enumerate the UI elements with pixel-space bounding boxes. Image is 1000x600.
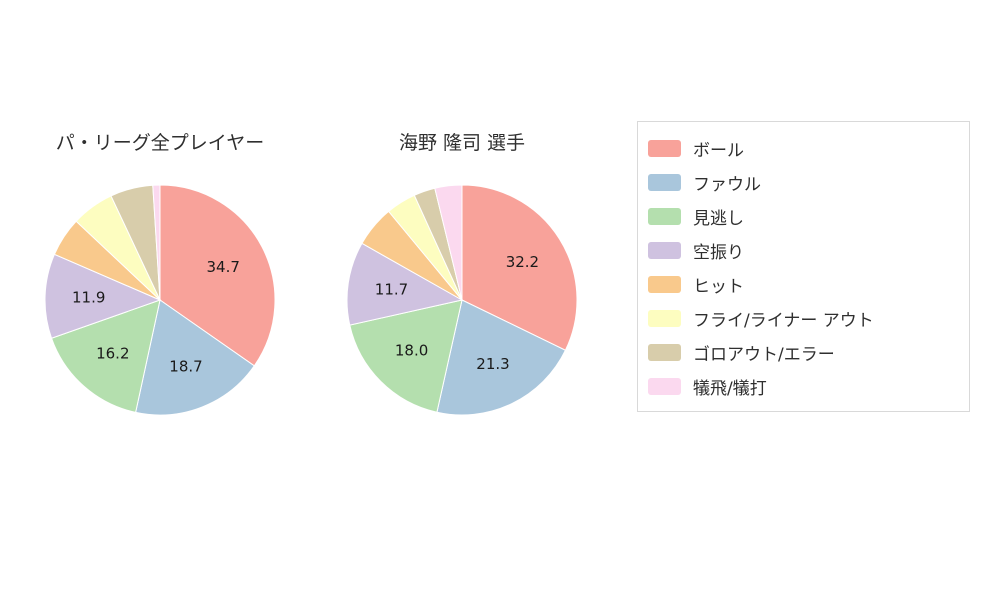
legend-item-called-strike: 見逃し	[638, 199, 969, 233]
legend-item-hit: ヒット	[638, 267, 969, 301]
pie-slice-value-label: 34.7	[206, 258, 239, 276]
pie-slice-value-label: 11.9	[72, 289, 105, 307]
legend-swatch-sacrifice	[648, 377, 681, 395]
legend-swatch-swinging-miss	[648, 241, 681, 259]
legend-item-ground-out-error: ゴロアウト/エラー	[638, 335, 969, 369]
legend-item-swinging-miss: 空振り	[638, 233, 969, 267]
pie-slice	[152, 184, 161, 301]
pie-slice	[349, 299, 463, 413]
legend-swatch-ball	[648, 139, 681, 157]
legend-label: ファウル	[693, 174, 761, 195]
pie-slice-value-label: 18.0	[395, 341, 428, 359]
legend-label: ヒット	[693, 276, 744, 297]
legend-label: 犠飛/犠打	[693, 378, 767, 399]
pie-slice-value-label: 11.7	[375, 281, 408, 299]
legend-label: フライ/ライナー アウト	[693, 310, 874, 331]
chart-title-right: 海野 隆司 選手	[398, 132, 526, 154]
pie-slice	[346, 242, 464, 326]
legend: ボール ファウル 見逃し 空振り ヒット フライ/ライナー アウト ゴロアウト/…	[637, 121, 970, 412]
pie-slice-value-label: 21.3	[476, 355, 509, 373]
legend-swatch-foul	[648, 173, 681, 191]
pie-slice	[135, 299, 255, 416]
legend-item-sacrifice: 犠飛/犠打	[638, 369, 969, 403]
legend-label: ゴロアウト/エラー	[693, 344, 835, 365]
legend-label: ボール	[693, 140, 744, 161]
legend-label: 見逃し	[693, 208, 744, 229]
legend-swatch-hit	[648, 275, 681, 293]
pie-slice-value-label: 18.7	[169, 357, 202, 375]
pie-chart-left: 34.7 18.7 16.2 11.9	[44, 184, 276, 416]
legend-swatch-fly-liner-out	[648, 309, 681, 327]
pie-slice	[50, 299, 161, 413]
pie-slice	[159, 184, 276, 367]
pie-chart-right: 32.2 21.3 18.0 11.7	[346, 184, 578, 416]
legend-item-fly-liner-out: フライ/ライナー アウト	[638, 301, 969, 335]
legend-item-foul: ファウル	[638, 165, 969, 199]
chart-title-left: パ・リーグ全プレイヤー	[55, 132, 265, 154]
legend-label: 空振り	[693, 242, 744, 263]
pie-slice-value-label: 16.2	[96, 345, 129, 363]
legend-item-ball: ボール	[638, 131, 969, 165]
legend-swatch-called-strike	[648, 207, 681, 225]
pie-slice	[434, 184, 463, 301]
legend-swatch-ground-out-error	[648, 343, 681, 361]
pie-slice	[436, 299, 567, 416]
pie-slice	[461, 184, 578, 351]
pie-slice	[44, 253, 162, 339]
pie-slice-value-label: 32.2	[506, 253, 539, 271]
